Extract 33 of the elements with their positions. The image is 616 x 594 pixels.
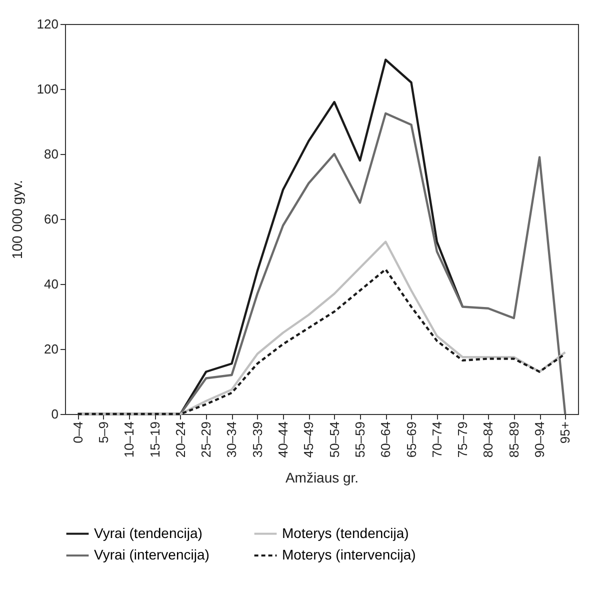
- legend-label: Moterys (tendencija): [282, 524, 409, 541]
- y-tick-label: 60: [44, 212, 58, 226]
- x-tick-label: 80–84: [480, 422, 496, 458]
- y-tick-label: 80: [44, 146, 58, 162]
- x-tick-label: 15–19: [147, 422, 162, 458]
- legend-label: Moterys (intervencija): [282, 546, 416, 562]
- x-tick-label: 65–69: [404, 422, 419, 458]
- x-tick-label: 75–79: [455, 422, 470, 458]
- x-tick-label: 30–34: [224, 422, 240, 458]
- x-tick-label: 5–9: [96, 422, 111, 444]
- legend-label: Vyrai (tendencija): [94, 524, 202, 541]
- legend-label: Vyrai (intervencija): [94, 546, 210, 562]
- x-tick-label: 35–39: [250, 422, 265, 458]
- y-tick-label: 0: [51, 406, 58, 422]
- y-tick-label: 120: [36, 16, 58, 32]
- x-tick-label: 90–94: [532, 422, 548, 458]
- x-tick-label: 25–29: [198, 422, 214, 458]
- x-tick-label: 10–14: [122, 422, 137, 458]
- x-tick-label: 60–64: [378, 422, 394, 458]
- x-tick-label: 40–44: [276, 422, 291, 458]
- x-tick-label: 95+: [558, 422, 573, 444]
- x-axis-title: Amžiaus gr.: [285, 470, 359, 486]
- x-tick-label: 55–59: [352, 422, 368, 458]
- x-tick-label: 0–4: [70, 422, 86, 444]
- y-tick-label: 20: [44, 342, 58, 356]
- x-tick-label: 50–54: [326, 422, 342, 458]
- x-tick-label: 45–49: [301, 422, 316, 458]
- y-tick-label: 100: [36, 82, 58, 96]
- y-axis-title: 100 000 gyv.: [8, 180, 25, 260]
- x-tick-label: 85–89: [506, 422, 522, 458]
- x-tick-label: 70–74: [429, 422, 444, 458]
- x-tick-label: 20–24: [172, 422, 188, 458]
- y-tick-label: 40: [44, 276, 58, 292]
